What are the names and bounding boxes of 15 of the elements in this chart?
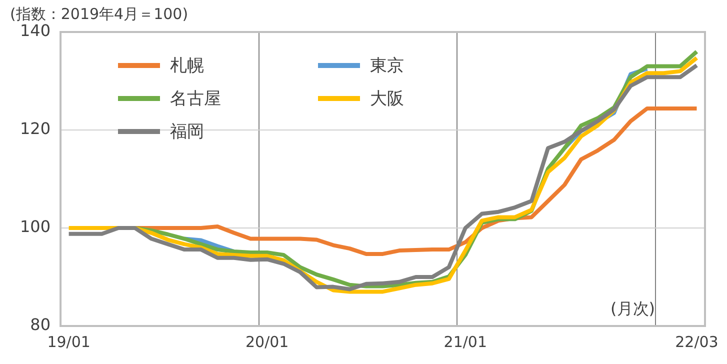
legend-label: 札幌	[170, 55, 204, 77]
legend-label: 名古屋	[170, 88, 221, 110]
x-tick-label: 19/01	[47, 332, 90, 351]
x-tick-label: 21/01	[444, 332, 488, 351]
legend-label: 福岡	[170, 121, 204, 143]
x-tick-label: 22/03	[675, 332, 718, 351]
y-tick-label: 100	[20, 217, 51, 236]
y-tick-label: 120	[20, 119, 51, 138]
y-tick-label: 80	[30, 315, 51, 334]
y-tick-label: 140	[20, 21, 51, 40]
legend-label: 大阪	[370, 88, 404, 110]
chart-title: (指数：2019年4月＝100)	[10, 4, 188, 23]
legend-label: 東京	[370, 55, 404, 77]
x-tick-label: 20/01	[245, 332, 289, 351]
annotation: (月次)	[610, 299, 655, 318]
